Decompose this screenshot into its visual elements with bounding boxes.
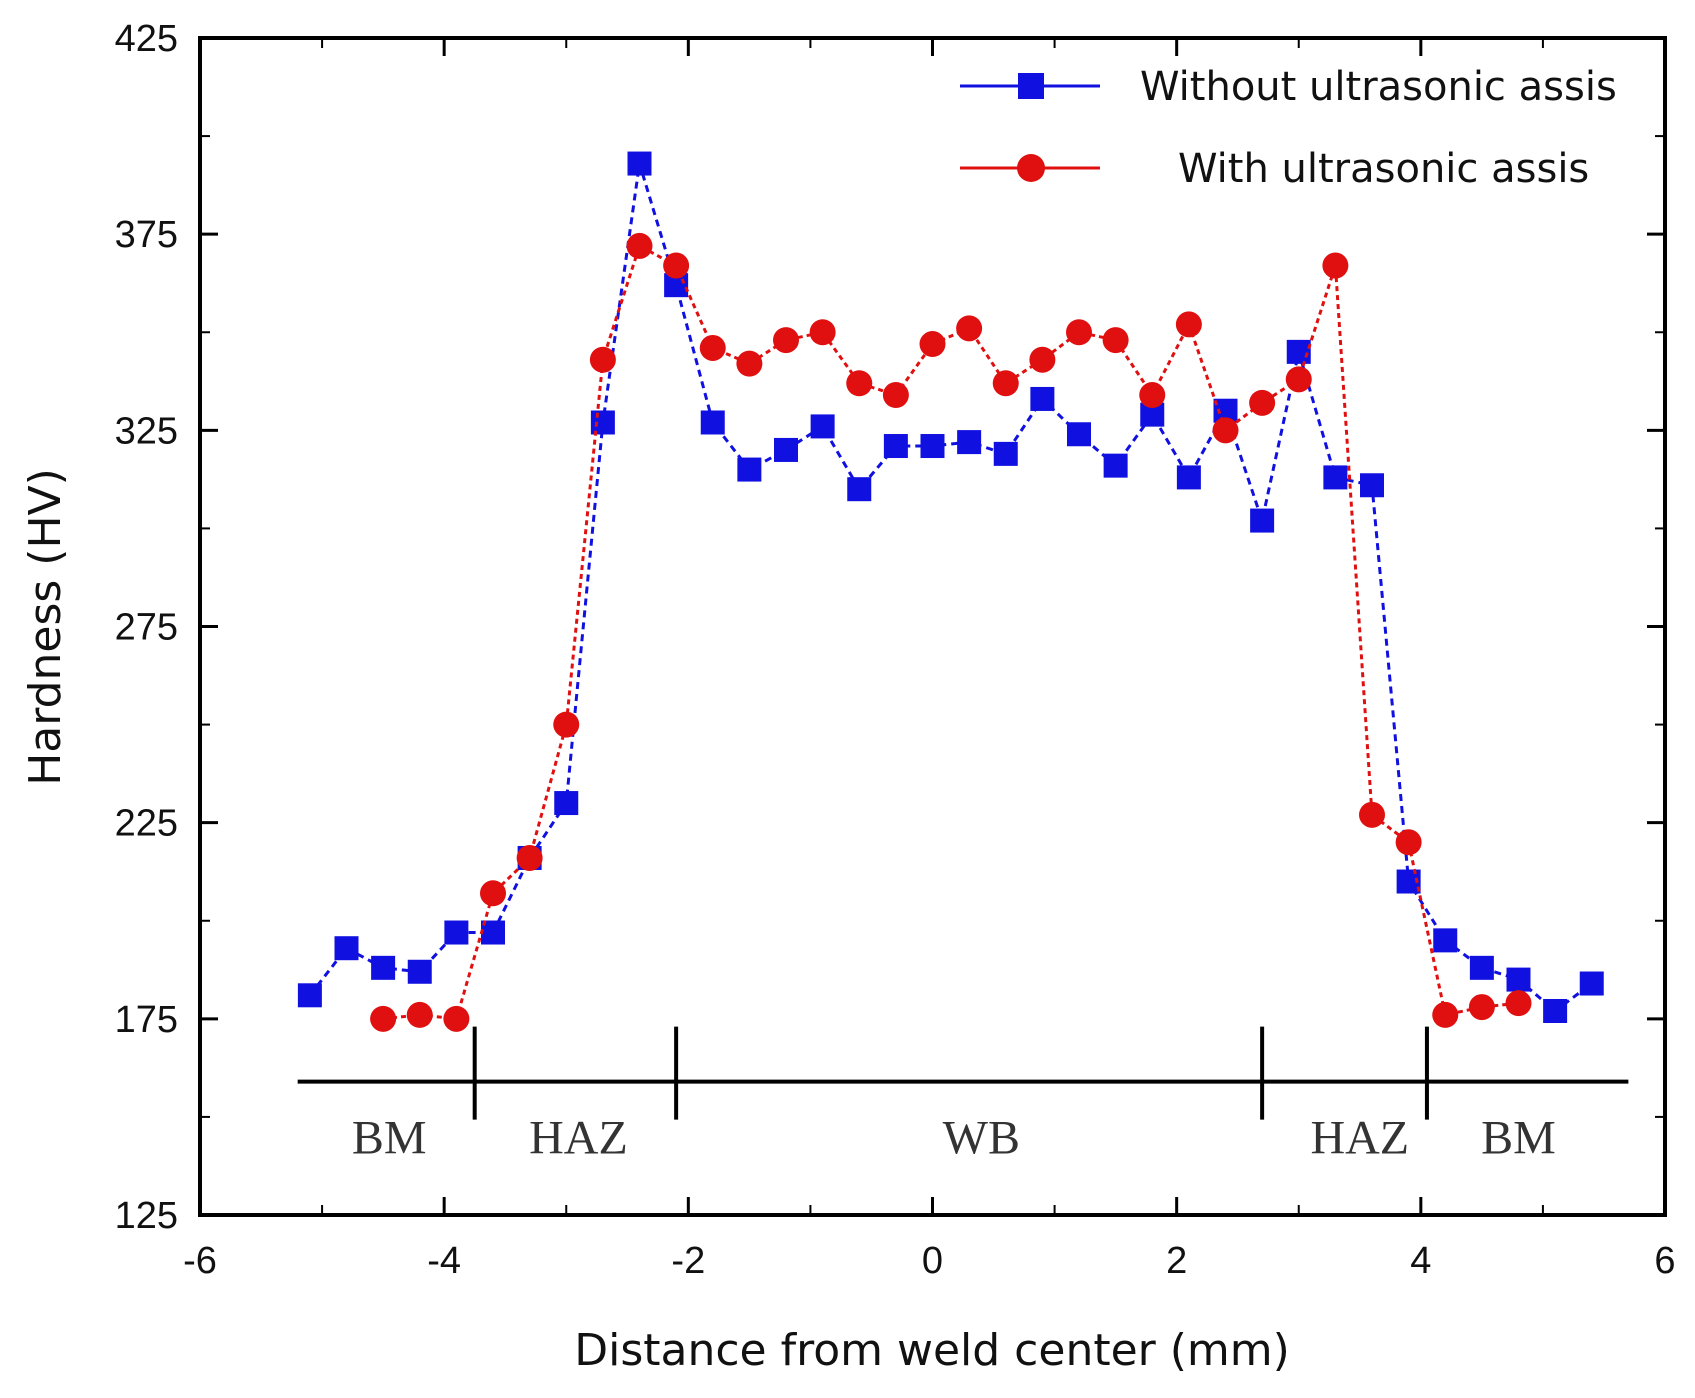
- y-tick-label: 325: [115, 410, 178, 452]
- data-point-circle: [736, 350, 763, 377]
- legend-marker-square: [1018, 73, 1044, 99]
- data-point-circle: [1212, 417, 1239, 444]
- data-point-square: [297, 983, 322, 1008]
- plot-frame: [198, 36, 1667, 1217]
- data-point-circle: [1322, 252, 1349, 279]
- data-point-square: [1433, 928, 1458, 953]
- zone-label: WB: [943, 1112, 1020, 1165]
- data-point-circle: [773, 327, 799, 354]
- data-point-square: [1469, 955, 1494, 980]
- data-point-circle: [699, 334, 726, 361]
- y-tick-label: 275: [115, 607, 178, 649]
- zone-label: BM: [352, 1112, 427, 1165]
- data-point-circle: [1359, 801, 1385, 828]
- data-point-circle: [626, 232, 653, 259]
- data-point-square: [407, 959, 432, 984]
- data-point-circle: [809, 319, 836, 346]
- data-point-circle: [1395, 829, 1422, 856]
- data-point-square: [627, 151, 652, 176]
- x-tick-label: -4: [427, 1240, 461, 1282]
- x-tick-label: 6: [1654, 1240, 1675, 1282]
- data-point-circle: [846, 370, 873, 397]
- data-point-square: [920, 434, 945, 459]
- data-point-circle: [992, 370, 1019, 397]
- data-point-circle: [516, 844, 543, 871]
- data-point-square: [1579, 971, 1604, 996]
- data-series: [297, 151, 1604, 1032]
- axes: -6 -4 -2 0 2 4 6 125 175 225 275 325 375 425: [115, 18, 1676, 1282]
- y-tick-label: 175: [115, 999, 178, 1041]
- data-point-square: [957, 430, 982, 455]
- data-point-circle: [589, 346, 616, 373]
- data-point-square: [774, 437, 798, 462]
- legend-marker-circle: [1017, 154, 1045, 182]
- data-point-square: [737, 457, 762, 482]
- x-tick-label: -2: [671, 1240, 705, 1282]
- zone-label: HAZ: [1310, 1112, 1409, 1165]
- data-point-circle: [1029, 346, 1056, 373]
- zone-label: HAZ: [529, 1112, 628, 1165]
- data-point-circle: [919, 331, 946, 358]
- y-tick-label: 225: [115, 803, 178, 845]
- data-point-square: [444, 920, 469, 945]
- x-tick-label: -6: [183, 1240, 217, 1282]
- data-point-circle: [1468, 994, 1495, 1021]
- data-point-circle: [1249, 389, 1276, 416]
- x-tick-label: 4: [1410, 1240, 1431, 1282]
- data-point-square: [700, 410, 725, 435]
- data-point-square: [847, 477, 872, 502]
- x-axis-title: Distance from weld center (mm): [574, 1325, 1290, 1376]
- data-point-square: [1360, 473, 1384, 498]
- data-point-circle: [443, 1005, 470, 1032]
- data-point-square: [371, 955, 396, 980]
- data-point-circle: [1285, 366, 1312, 393]
- data-point-circle: [1066, 319, 1092, 346]
- y-tick-label: 125: [115, 1195, 178, 1237]
- zone-label: BM: [1481, 1112, 1556, 1165]
- series-line-2: [382, 243, 1519, 1021]
- data-point-square: [1286, 339, 1311, 364]
- x-tick-label: 2: [1166, 1240, 1187, 1282]
- legend: Without ultrasonic assis With ultrasonic …: [960, 64, 1617, 192]
- data-point-square: [590, 410, 615, 435]
- data-point-square: [1067, 422, 1091, 447]
- data-point-circle: [1102, 327, 1129, 354]
- data-point-square: [1176, 465, 1201, 490]
- data-point-circle: [663, 252, 690, 279]
- data-point-circle: [370, 1005, 397, 1032]
- data-point-circle: [956, 315, 983, 342]
- data-point-square: [1030, 386, 1055, 411]
- data-point-square: [810, 414, 835, 439]
- y-tick-label: 425: [115, 18, 178, 60]
- data-point-circle: [406, 1001, 433, 1028]
- data-point-circle: [553, 711, 580, 738]
- data-point-circle: [1175, 311, 1202, 338]
- data-point-square: [1250, 508, 1275, 533]
- x-tick-label: 0: [922, 1240, 943, 1282]
- y-tick-label: 375: [115, 214, 178, 256]
- legend-label-2: With ultrasonic assis: [1178, 146, 1589, 192]
- data-point-circle: [480, 880, 506, 907]
- data-point-square: [1103, 453, 1128, 478]
- y-axis-title: Hardness (HV): [20, 468, 71, 786]
- data-point-square: [1506, 967, 1531, 992]
- data-point-square: [1323, 465, 1348, 490]
- data-point-square: [554, 791, 579, 816]
- data-point-square: [883, 434, 908, 459]
- data-point-circle: [1505, 990, 1532, 1017]
- data-point-circle: [1139, 382, 1166, 409]
- legend-label-1: Without ultrasonic assis: [1140, 64, 1617, 110]
- data-point-square: [334, 936, 359, 961]
- data-point-circle: [882, 382, 909, 409]
- data-point-square: [993, 441, 1018, 466]
- data-point-circle: [1432, 1001, 1459, 1028]
- zone-annotations: BM HAZ WB HAZ BM: [297, 1026, 1629, 1165]
- data-point-square: [1543, 998, 1568, 1023]
